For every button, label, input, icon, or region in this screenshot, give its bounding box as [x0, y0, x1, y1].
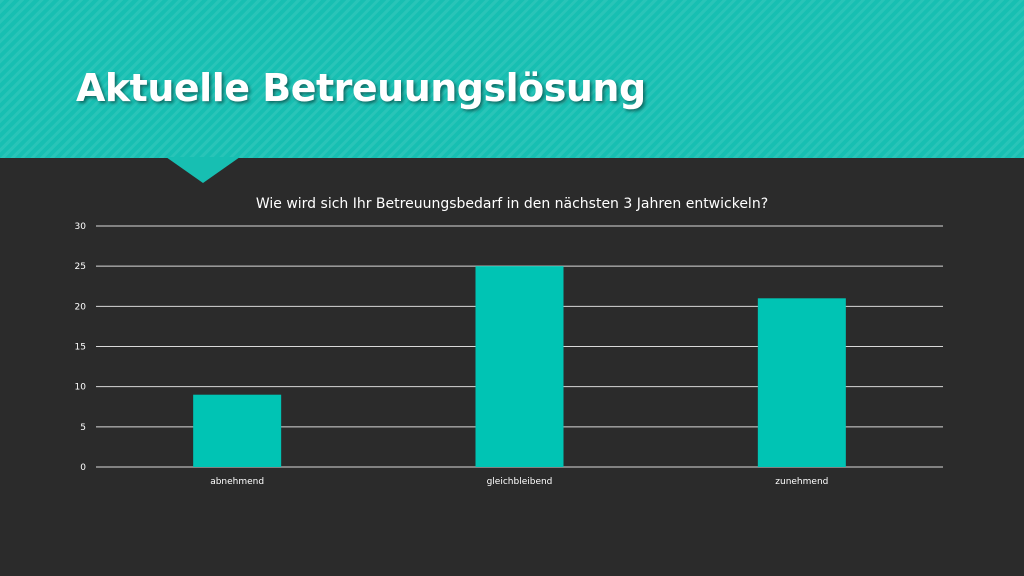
x-tick-label-abnehmend: abnehmend: [210, 477, 264, 487]
bar-abnehmend: [193, 394, 282, 467]
header-banner: [0, 0, 1024, 158]
x-tick-label-zunehmend: zunehmend: [775, 477, 828, 487]
y-tick-label-30: 30: [75, 222, 87, 232]
y-tick-label-10: 10: [75, 383, 87, 393]
y-tick-label-5: 5: [80, 423, 86, 433]
bar-gleichbleibend: [475, 266, 564, 467]
y-tick-label-25: 25: [75, 262, 86, 272]
y-tick-label-20: 20: [75, 302, 87, 312]
chart-title: Wie wird sich Ihr Betreuungsbedarf in de…: [255, 196, 769, 212]
x-tick-label-gleichbleibend: gleichbleibend: [487, 477, 553, 487]
y-tick-label-15: 15: [75, 343, 86, 353]
slide-title: Aktuelle Betreuungslösung: [76, 66, 646, 110]
bar-zunehmend: [757, 298, 846, 467]
y-tick-label-0: 0: [80, 463, 86, 473]
header-notch: [166, 157, 240, 183]
